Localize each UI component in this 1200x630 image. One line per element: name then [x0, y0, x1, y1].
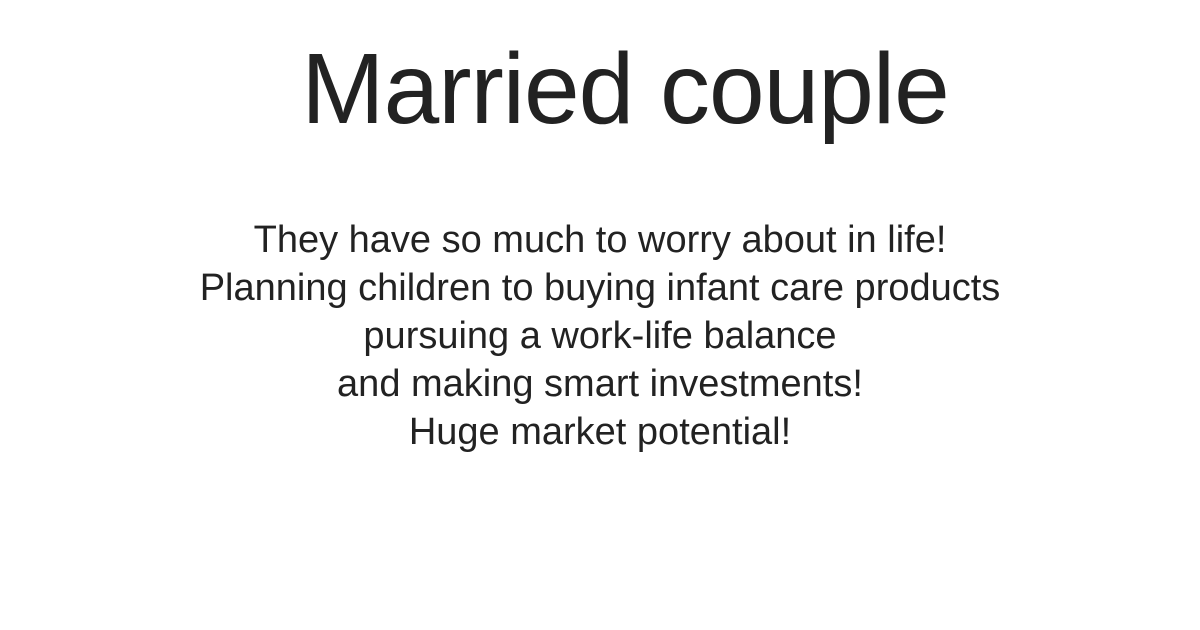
- body-line-3: pursuing a work-life balance: [363, 315, 837, 357]
- slide-body: They have so much to worry about in life…: [0, 216, 1200, 456]
- body-line-4: and making smart investments!: [337, 363, 863, 405]
- slide-title: Married couple: [301, 33, 949, 145]
- body-line-2: Planning children to buying infant care …: [199, 267, 1001, 309]
- body-line-1: They have so much to worry about in life…: [253, 219, 947, 261]
- body-line-5: Huge market potential!: [408, 411, 792, 453]
